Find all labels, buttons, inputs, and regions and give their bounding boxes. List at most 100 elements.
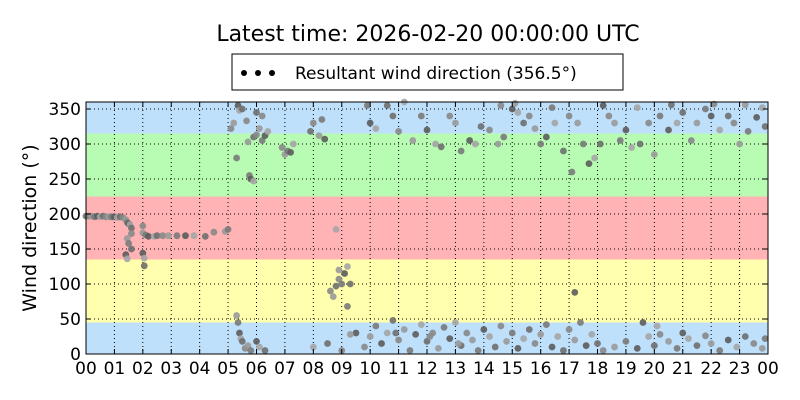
data-point bbox=[426, 333, 434, 340]
data-point bbox=[525, 326, 533, 333]
x-tick-label: 18 bbox=[587, 359, 609, 379]
data-point bbox=[477, 123, 485, 130]
data-point bbox=[346, 280, 354, 288]
data-point bbox=[571, 336, 579, 344]
legend-label: Resultant wind direction (356.5°) bbox=[295, 64, 577, 84]
data-point bbox=[230, 119, 238, 127]
data-point bbox=[500, 133, 508, 141]
data-point bbox=[494, 140, 502, 148]
x-tick-label: 00 bbox=[75, 359, 97, 379]
data-point bbox=[673, 119, 681, 127]
data-point bbox=[378, 340, 385, 347]
data-point bbox=[560, 147, 567, 155]
data-point bbox=[366, 333, 374, 340]
data-point bbox=[278, 144, 286, 151]
data-point bbox=[645, 333, 653, 340]
data-point bbox=[667, 101, 675, 109]
data-point bbox=[633, 345, 641, 352]
data-point bbox=[324, 340, 331, 347]
data-point bbox=[140, 262, 148, 270]
data-point bbox=[585, 160, 593, 168]
data-point bbox=[491, 343, 499, 351]
data-point bbox=[315, 132, 323, 140]
data-point bbox=[173, 232, 181, 240]
y-tick-label: 300 bbox=[49, 135, 81, 155]
data-point bbox=[542, 321, 550, 328]
data-point bbox=[574, 119, 582, 127]
data-point bbox=[182, 232, 189, 240]
data-point bbox=[693, 342, 701, 349]
data-point bbox=[653, 322, 661, 330]
data-point bbox=[400, 326, 408, 333]
data-point bbox=[679, 109, 687, 116]
data-point bbox=[125, 240, 133, 247]
data-point bbox=[548, 104, 556, 111]
data-point bbox=[724, 112, 732, 120]
data-point bbox=[395, 127, 402, 135]
data-point bbox=[611, 119, 618, 127]
x-tick-label: 11 bbox=[388, 359, 410, 379]
data-point bbox=[153, 232, 161, 240]
y-axis: 0 50 100 150 200 250 300 350 bbox=[49, 100, 768, 365]
x-tick-label: 07 bbox=[274, 359, 296, 379]
data-point bbox=[309, 119, 317, 127]
data-point bbox=[579, 140, 587, 148]
data-point bbox=[582, 342, 590, 349]
data-point bbox=[616, 137, 624, 144]
data-point bbox=[395, 336, 402, 344]
data-point bbox=[571, 289, 579, 296]
data-point bbox=[332, 226, 340, 233]
data-point bbox=[537, 140, 545, 148]
x-tick-label: 04 bbox=[189, 359, 211, 379]
x-tick-label: 14 bbox=[473, 359, 495, 379]
data-point bbox=[372, 322, 380, 330]
data-point bbox=[531, 125, 539, 132]
data-point bbox=[633, 104, 641, 111]
data-point bbox=[233, 312, 241, 319]
data-point bbox=[440, 324, 448, 331]
data-point bbox=[190, 232, 198, 240]
data-point bbox=[253, 109, 260, 116]
x-tick-label: 13 bbox=[445, 359, 467, 379]
data-point bbox=[753, 114, 761, 121]
data-point bbox=[542, 133, 550, 141]
data-point bbox=[372, 125, 380, 132]
data-point bbox=[560, 347, 567, 354]
data-point bbox=[346, 331, 354, 338]
data-point bbox=[446, 335, 454, 342]
data-point bbox=[588, 331, 596, 338]
legend: Resultant wind direction (356.5°) bbox=[231, 53, 624, 91]
data-point bbox=[437, 143, 445, 151]
data-point bbox=[457, 147, 465, 155]
data-point bbox=[423, 126, 431, 134]
x-tick-label: 01 bbox=[104, 359, 126, 379]
data-point bbox=[736, 140, 743, 148]
data-point bbox=[673, 345, 681, 352]
data-point bbox=[702, 332, 709, 340]
data-point bbox=[554, 333, 562, 340]
data-point bbox=[389, 112, 397, 120]
data-point bbox=[446, 112, 454, 120]
data-point bbox=[758, 345, 766, 352]
data-point bbox=[309, 343, 317, 351]
x-tick-label: 23 bbox=[729, 359, 751, 379]
data-point bbox=[537, 331, 545, 338]
data-point bbox=[548, 343, 556, 351]
data-point bbox=[159, 232, 167, 240]
data-point bbox=[761, 335, 769, 342]
data-point bbox=[344, 263, 351, 270]
data-point bbox=[730, 119, 738, 127]
y-tick-label: 200 bbox=[49, 205, 81, 225]
data-point bbox=[744, 127, 752, 135]
data-point bbox=[520, 335, 528, 342]
data-point bbox=[258, 112, 266, 120]
x-tick-label: 10 bbox=[359, 359, 381, 379]
data-point bbox=[452, 119, 459, 127]
data-point bbox=[622, 338, 630, 345]
data-point bbox=[253, 338, 260, 345]
data-point bbox=[486, 126, 493, 134]
data-point bbox=[165, 232, 172, 240]
data-point bbox=[531, 340, 539, 347]
data-point bbox=[469, 336, 476, 344]
data-point bbox=[474, 347, 482, 354]
